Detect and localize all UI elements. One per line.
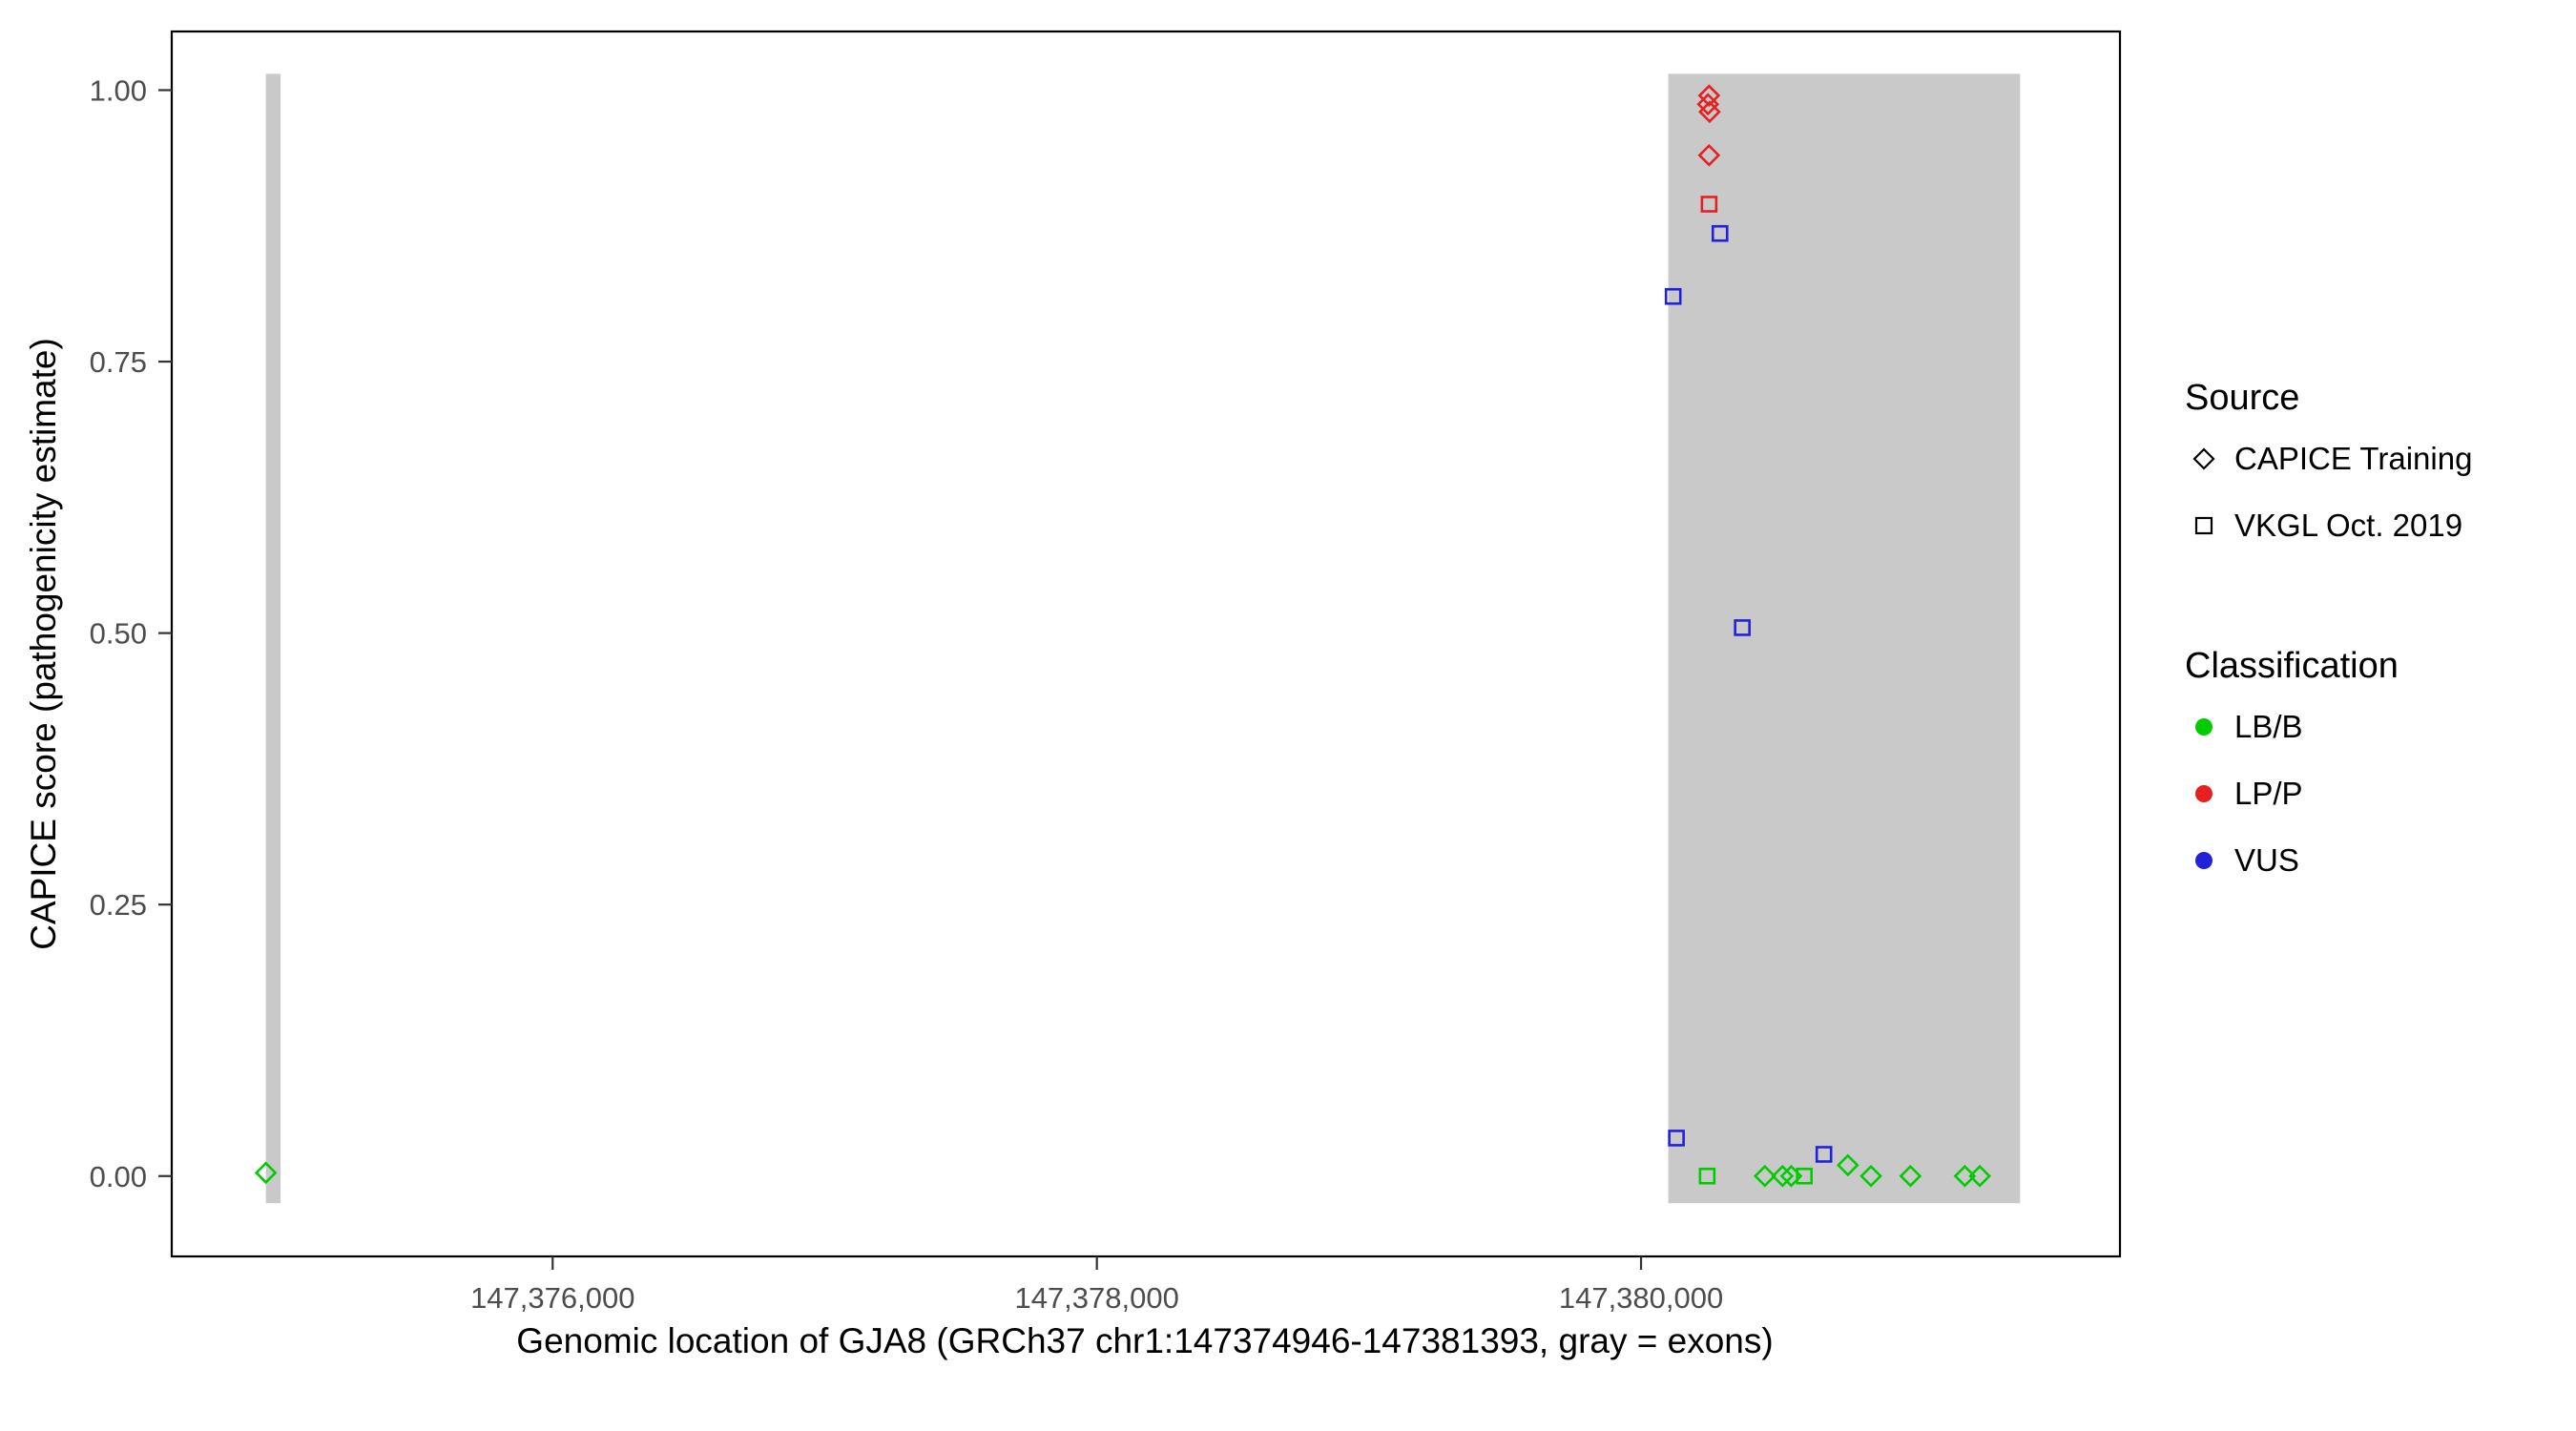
- legend-item-lpp: LP/P: [2185, 775, 2472, 813]
- lp-p-dot-icon: [2195, 785, 2212, 802]
- legend-item-lbb: LB/B: [2185, 708, 2472, 746]
- legend-title-classification: Classification: [2185, 646, 2399, 686]
- legend-item-label: VKGL Oct. 2019: [2234, 508, 2463, 543]
- data-point-diamond: [1697, 84, 1721, 107]
- exon-region: [265, 73, 281, 1204]
- data-point-diamond: [1836, 1153, 1859, 1177]
- data-point-square: [1796, 1167, 1813, 1185]
- legend-item-label: LP/P: [2234, 776, 2303, 811]
- data-point-diamond: [1698, 100, 1721, 124]
- y-tick-label: 1.00: [90, 73, 147, 107]
- lb-b-dot-icon: [2195, 718, 2212, 736]
- data-point-square: [1734, 619, 1751, 636]
- data-point-square: [1711, 224, 1729, 242]
- data-point-square: [1815, 1146, 1833, 1163]
- legend-item-vkgl: VKGL Oct. 2019: [2185, 507, 2472, 545]
- legend-item-label: LB/B: [2234, 709, 2303, 744]
- legend-group-source: Source CAPICE Training VKGL Oct. 2019: [2185, 378, 2472, 545]
- x-tick-label: 147,378,000: [1014, 1281, 1178, 1315]
- data-point-diamond: [1753, 1164, 1776, 1188]
- y-tick-label: 0.75: [90, 345, 147, 379]
- data-point-square: [1700, 196, 1718, 213]
- data-point-diamond: [1771, 1164, 1795, 1188]
- data-point-diamond: [1697, 143, 1721, 167]
- y-tick-label: 0.50: [90, 617, 147, 651]
- vus-dot-icon: [2195, 852, 2212, 869]
- data-point-diamond: [1968, 1164, 1991, 1188]
- x-tick-label: 147,376,000: [470, 1281, 634, 1315]
- data-point-diamond: [254, 1161, 278, 1185]
- y-tick-label: 0.25: [90, 888, 147, 922]
- legend-item-label: VUS: [2234, 842, 2299, 878]
- x-axis-title: Genomic location of GJA8 (GRCh37 chr1:14…: [516, 1321, 1774, 1360]
- data-point-square: [1668, 1130, 1685, 1147]
- panel-border: [170, 30, 2122, 1258]
- data-point-diamond: [1859, 1164, 1882, 1188]
- legend-title-source: Source: [2185, 378, 2300, 418]
- data-point-square: [1698, 1167, 1716, 1185]
- data-point-diamond: [1953, 1164, 1977, 1188]
- data-point-diamond: [1696, 93, 1720, 116]
- x-tick-label: 147,380,000: [1559, 1281, 1723, 1315]
- exon-region: [1668, 73, 2021, 1204]
- data-point-diamond: [1899, 1164, 1922, 1188]
- legend: Source CAPICE Training VKGL Oct. 2019 Cl…: [2185, 378, 2472, 908]
- legend-item-label: CAPICE Training: [2234, 441, 2473, 476]
- legend-item-vus: VUS: [2185, 841, 2472, 880]
- y-axis-title: CAPICE score (pathogenicity estimate): [24, 338, 63, 950]
- data-point-square: [1664, 287, 1682, 305]
- data-point-diamond: [1779, 1164, 1803, 1188]
- legend-group-classification: Classification LB/B LP/P VUS: [2185, 646, 2472, 880]
- square-icon: [2194, 516, 2213, 535]
- y-tick-label: 0.00: [90, 1160, 147, 1193]
- legend-item-capice-training: CAPICE Training: [2185, 440, 2472, 478]
- diamond-icon: [2192, 447, 2215, 470]
